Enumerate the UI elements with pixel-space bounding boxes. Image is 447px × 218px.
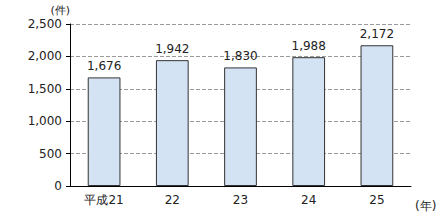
svg-text:0: 0	[54, 179, 62, 193]
svg-text:25: 25	[369, 193, 384, 207]
svg-text:1,988: 1,988	[292, 39, 326, 53]
svg-text:1,942: 1,942	[155, 42, 189, 56]
svg-text:1,500: 1,500	[28, 82, 62, 96]
svg-text:1,676: 1,676	[87, 59, 121, 73]
svg-text:23: 23	[233, 193, 248, 207]
svg-text:500: 500	[39, 147, 62, 161]
svg-text:平成21: 平成21	[84, 193, 123, 207]
svg-text:22: 22	[165, 193, 180, 207]
svg-text:(件): (件)	[50, 4, 70, 17]
svg-text:1,000: 1,000	[28, 114, 62, 128]
svg-text:2,172: 2,172	[360, 27, 394, 41]
svg-text:24: 24	[301, 193, 316, 207]
svg-text:1,830: 1,830	[223, 49, 257, 63]
svg-text:2,000: 2,000	[28, 49, 62, 63]
svg-text:(年): (年)	[415, 199, 436, 213]
svg-text:2,500: 2,500	[28, 17, 62, 31]
